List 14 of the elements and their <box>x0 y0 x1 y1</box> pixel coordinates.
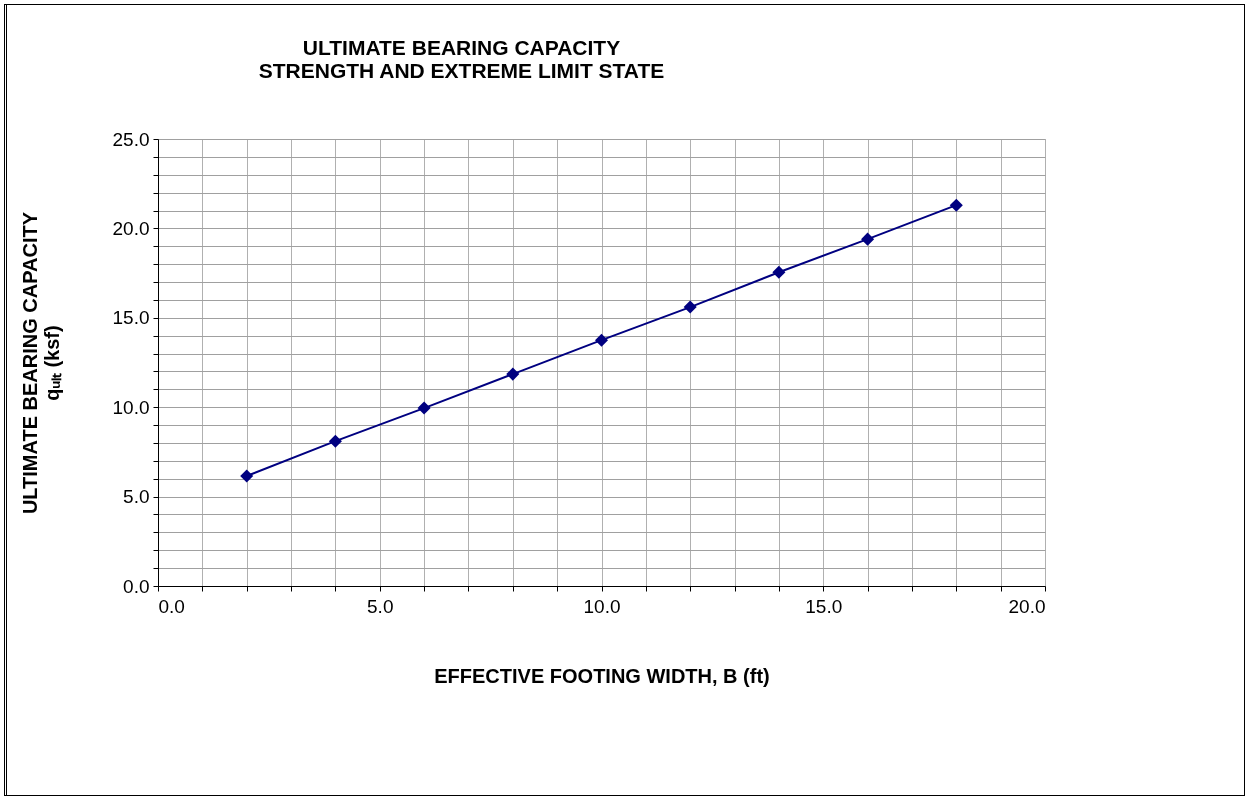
y-tick-label: 25.0 <box>112 128 150 150</box>
x-tick-label: 10.0 <box>583 595 621 617</box>
y-axis-title: ULTIMATE BEARING CAPACITY qᵤₗₜ (ksf) <box>18 211 63 515</box>
x-tick-label: 20.0 <box>1008 595 1046 617</box>
x-tick-label: 15.0 <box>805 595 843 617</box>
x-tick-label: 5.0 <box>367 595 394 617</box>
x-tick-label: 0.0 <box>158 595 185 617</box>
y-tick-label: 5.0 <box>123 486 150 508</box>
y-tick-label: 10.0 <box>112 396 150 418</box>
y-tick-label: 0.0 <box>123 575 150 597</box>
y-tick-label: 15.0 <box>112 307 150 329</box>
x-axis-title: EFFECTIVE FOOTING WIDTH, B (ft) <box>434 664 770 687</box>
chart-title: ULTIMATE BEARING CAPACITY STRENGTH AND EXTREME LIMIT STATE <box>258 36 665 82</box>
y-tick-label: 20.0 <box>112 217 150 239</box>
